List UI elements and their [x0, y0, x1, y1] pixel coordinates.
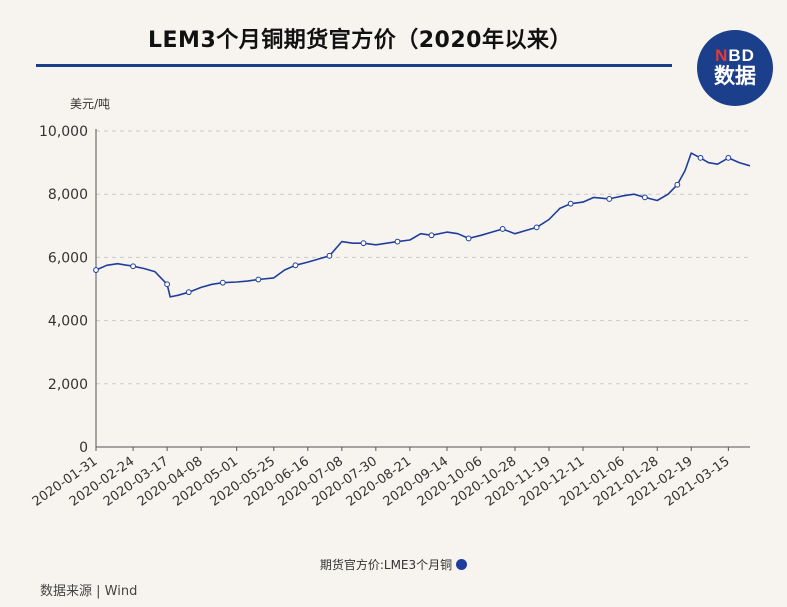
data-point	[164, 281, 171, 288]
chart-title: LEM3个月铜期货官方价（2020年以来）	[148, 28, 572, 53]
y-axis-label: 美元/吨	[70, 97, 110, 111]
data-point	[499, 226, 506, 232]
data-point	[533, 224, 540, 231]
data-point	[326, 252, 333, 259]
data-point	[394, 238, 401, 245]
data-point	[641, 194, 648, 201]
data-point	[130, 263, 137, 270]
data-point	[428, 232, 435, 239]
y-tick-label: 0	[79, 440, 88, 456]
data-point	[360, 240, 367, 247]
data-point	[465, 235, 472, 242]
legend-label: 期货官方价:LME3个月铜	[319, 558, 453, 572]
title-underline	[36, 64, 672, 67]
logo-n: N	[715, 46, 729, 65]
logo-brand-text: NBD	[715, 47, 755, 65]
data-point	[567, 200, 574, 207]
data-point	[93, 267, 99, 273]
data-point	[674, 181, 681, 188]
x-axis: 2020-01-312020-02-242020-03-172020-04-08…	[30, 446, 750, 510]
y-tick-label: 10,000	[39, 124, 88, 140]
legend: 期货官方价:LME3个月铜	[0, 556, 787, 573]
data-point	[697, 154, 704, 161]
data-point	[185, 289, 192, 296]
series-line	[95, 152, 751, 298]
legend-marker	[456, 559, 468, 570]
y-tick-label: 2,000	[48, 377, 88, 393]
data-point	[606, 196, 613, 202]
series-group	[93, 152, 751, 298]
data-point	[292, 262, 299, 269]
y-tick-label: 8,000	[48, 187, 88, 203]
data-source: 数据来源 | Wind	[40, 584, 138, 599]
nbd-logo: NBD 数据	[697, 30, 773, 106]
data-point	[725, 154, 732, 161]
y-tick-label: 4,000	[48, 314, 88, 330]
data-point	[255, 276, 262, 283]
data-point	[219, 279, 226, 286]
y-tick-label: 6,000	[48, 250, 88, 266]
gridlines	[96, 130, 750, 385]
logo-bd: BD	[728, 46, 755, 65]
logo-data-text: 数据	[714, 65, 756, 88]
y-axis: 0 2,000 4,000 6,000 8,000 10,000	[39, 124, 97, 456]
